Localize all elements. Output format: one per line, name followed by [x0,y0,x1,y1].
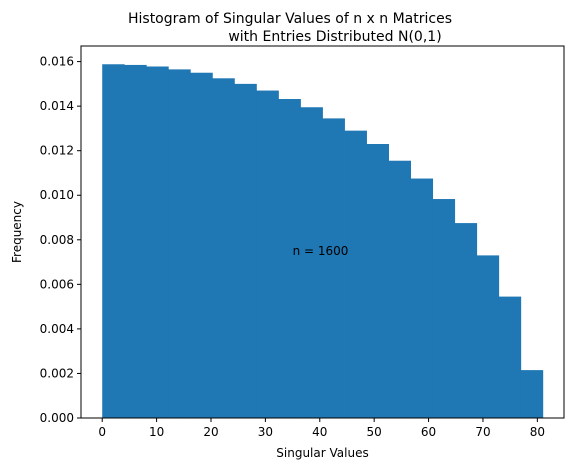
x-axis-ticks: 0 10 20 30 40 50 60 70 80 [98,418,545,439]
histogram-bar [454,223,478,418]
annotation-n: n = 1600 [293,244,349,258]
y-tick-label: 0.000 [40,411,74,425]
y-tick-label: 0.006 [40,277,74,291]
y-tick-label: 0.008 [40,233,74,247]
histogram-bar [278,99,301,419]
histogram-bar [168,69,191,418]
histogram-bar [322,118,345,419]
x-tick-label: 10 [149,425,164,439]
x-tick-label: 60 [421,425,436,439]
histogram-bar [498,296,522,418]
histogram-bar [476,255,500,418]
histogram-bar [344,130,367,418]
x-tick-label: 20 [203,425,218,439]
histogram-bar [190,72,213,419]
chart-title-line-2: with Entries Distributed N(0,1) [228,29,441,45]
chart-title-line-1: Histogram of Singular Values of n x n Ma… [128,11,452,27]
y-axis-label: Frequency [10,201,24,263]
histogram-bar [146,66,169,419]
y-tick-label: 0.016 [40,55,74,69]
y-axis-ticks: 0.000 0.002 0.004 0.006 0.008 0.010 0.012 0.014… [40,55,81,425]
x-axis-label: Singular Values [276,446,368,460]
histogram-bar [212,78,235,418]
y-tick-label: 0.002 [40,366,74,380]
y-tick-label: 0.014 [40,99,74,113]
plot-frame [80,45,565,419]
y-tick-label: 0.010 [40,188,74,202]
histogram-bar [366,144,389,419]
y-tick-label: 0.004 [40,322,74,336]
histogram-bar [124,64,147,418]
bars-group [102,64,544,419]
y-tick-label: 0.012 [40,144,74,158]
x-tick-label: 70 [475,425,490,439]
histogram-bar [432,199,456,418]
histogram-bar [102,64,125,418]
x-tick-label: 40 [312,425,327,439]
x-tick-label: 80 [530,425,545,439]
x-tick-label: 30 [258,425,273,439]
histogram-bar [520,370,544,418]
histogram-bar [388,160,412,418]
histogram-bar [256,90,279,418]
histogram-bar [300,107,323,419]
x-tick-label: 50 [367,425,382,439]
histogram-bar [234,83,257,419]
x-tick-label: 0 [98,425,106,439]
histogram-bar [410,178,434,418]
